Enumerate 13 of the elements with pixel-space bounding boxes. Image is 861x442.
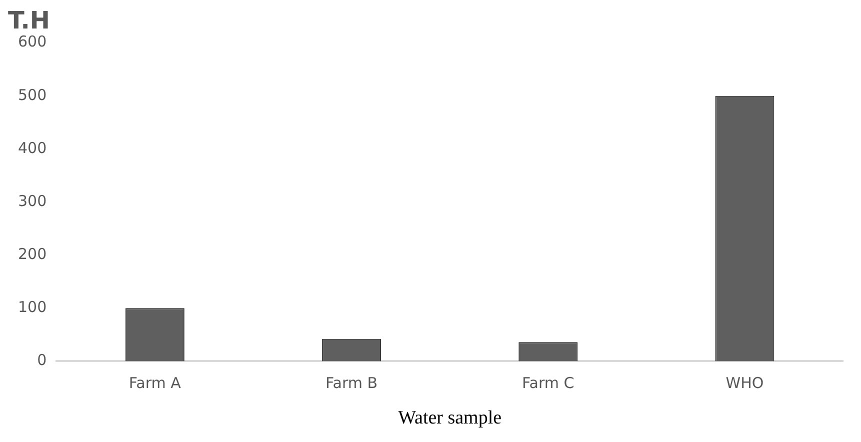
x-tick-label: Farm A (128, 374, 182, 392)
x-tick-label: Farm B (326, 374, 378, 392)
y-tick-label: 200 (18, 244, 47, 263)
x-tick-label: WHO (726, 374, 764, 392)
chart-title: T.H (8, 6, 50, 35)
y-tick-label: 600 (18, 32, 47, 51)
x-axis-title: Water sample (398, 408, 502, 429)
y-tick-label: 500 (18, 86, 47, 104)
y-tick-label: 100 (18, 298, 47, 316)
y-tick-label: 400 (18, 138, 47, 157)
y-tick-label: 0 (37, 351, 47, 370)
x-tick-label: Farm C (522, 374, 574, 392)
y-tick-label: 300 (18, 192, 47, 210)
